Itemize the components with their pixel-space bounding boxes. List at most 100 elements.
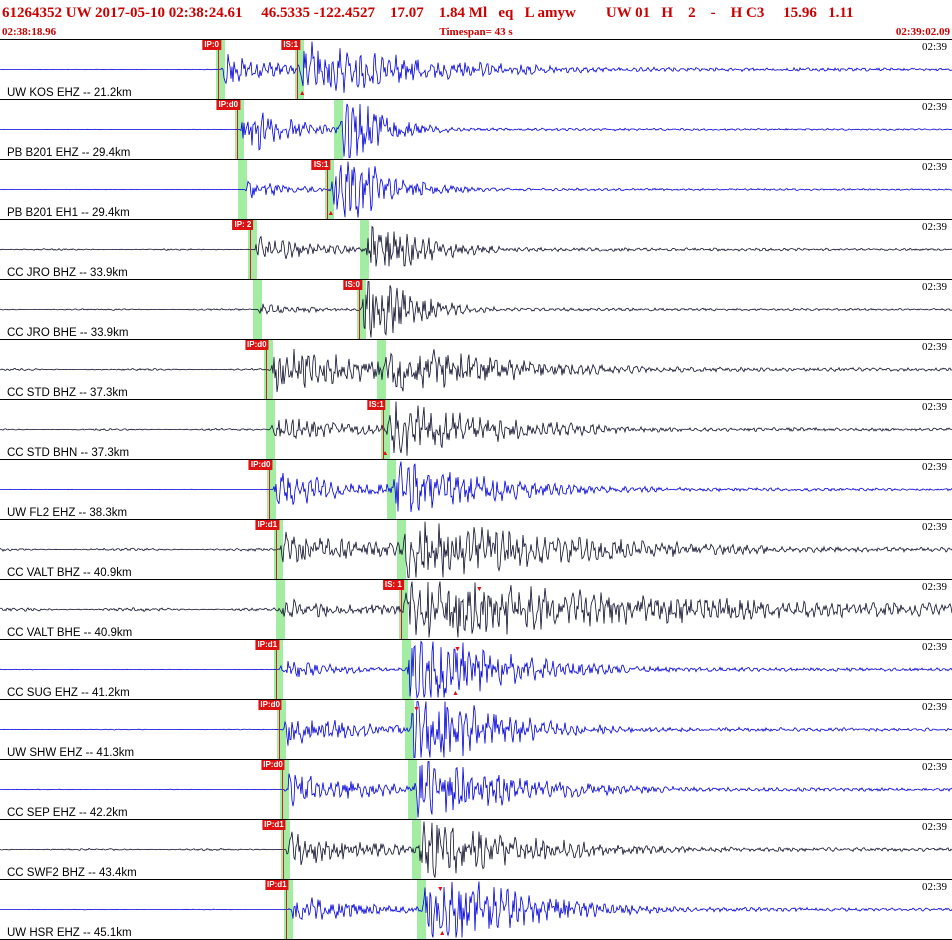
- trace-time-label: 02:39: [921, 881, 947, 893]
- trace-row[interactable]: CC VALT BHE -- 40.9km 02:39 IS: 1 ▼: [0, 580, 952, 640]
- waveform[interactable]: [0, 760, 952, 819]
- trace-time-label: 02:39: [921, 221, 947, 233]
- pick-flag[interactable]: IP: 2: [232, 220, 254, 230]
- amplitude-marker-icon: ▼: [413, 706, 420, 713]
- trace-time-label: 02:39: [921, 821, 947, 833]
- trace-time-label: 02:39: [921, 521, 947, 533]
- pick-line: [250, 220, 252, 279]
- waveform[interactable]: [0, 700, 952, 759]
- waveform[interactable]: [0, 520, 952, 579]
- pick-line: [276, 520, 278, 579]
- trace-time-label: 02:39: [921, 461, 947, 473]
- waveform[interactable]: [0, 820, 952, 879]
- pick-line: [282, 820, 284, 879]
- pick-band[interactable]: [416, 880, 426, 939]
- pick-line: [278, 700, 280, 759]
- waveform[interactable]: [0, 460, 952, 519]
- trace-row[interactable]: UW FL2 EHZ -- 38.3km 02:39 IP:d0: [0, 460, 952, 520]
- station-label: CC VALT BHE -- 40.9km: [7, 627, 133, 639]
- pick-band[interactable]: [412, 820, 422, 879]
- pick-line: [276, 640, 278, 699]
- amplitude-marker-icon: ▼: [475, 586, 483, 593]
- pick-line: [358, 280, 360, 339]
- station-label: UW KOS EHZ -- 21.2km: [7, 87, 132, 99]
- trace-time-label: 02:39: [921, 161, 947, 173]
- pick-flag[interactable]: IP:d1: [255, 640, 280, 650]
- pick-line: [327, 160, 329, 219]
- trace-row[interactable]: UW KOS EHZ -- 21.2km 02:39 IP:0 IS:1 ▲: [0, 40, 952, 100]
- waveform[interactable]: [0, 580, 952, 639]
- station-label: PB B201 EHZ -- 29.4km: [7, 147, 131, 159]
- pick-line: [285, 880, 287, 939]
- waveform[interactable]: [0, 220, 952, 279]
- waveform[interactable]: [0, 100, 952, 159]
- waveform[interactable]: [0, 280, 952, 339]
- trace-time-label: 02:39: [921, 101, 947, 113]
- waveform[interactable]: [0, 400, 952, 459]
- event-header: 61264352 UW 2017-05-10 02:38:24.61 46.53…: [2, 5, 854, 21]
- trace-row[interactable]: CC JRO BHE -- 33.9km 02:39 IS:0: [0, 280, 952, 340]
- pick-band[interactable]: [274, 520, 284, 579]
- pick-band[interactable]: [325, 160, 335, 219]
- trace-row[interactable]: CC SWF2 BHZ -- 43.4km 02:39 IP:d1: [0, 820, 952, 880]
- pick-flag[interactable]: IS:1: [281, 40, 301, 50]
- trace-row[interactable]: CC VALT BHZ -- 40.9km 02:39 IP:d1: [0, 520, 952, 580]
- pick-band[interactable]: [334, 100, 344, 159]
- trace-row[interactable]: CC STD BHN -- 37.3km 02:39 IS:1 ▲: [0, 400, 952, 460]
- trace-time-label: 02:39: [921, 641, 947, 653]
- trace-time-label: 02:39: [921, 581, 947, 593]
- station-label: CC STD BHN -- 37.3km: [7, 447, 130, 459]
- pick-flag[interactable]: IS:0: [343, 280, 362, 290]
- station-label: CC SEP EHZ -- 42.2km: [7, 807, 128, 819]
- pick-flag[interactable]: IP:d0: [245, 340, 269, 350]
- pick-band[interactable]: [356, 280, 366, 339]
- trace-time-label: 02:39: [921, 281, 947, 293]
- pick-flag[interactable]: IP:d0: [248, 460, 273, 470]
- timespan-label: Timespan= 43 s: [439, 26, 513, 38]
- waveform[interactable]: [0, 160, 952, 219]
- trace-list: UW KOS EHZ -- 21.2km 02:39 IP:0 IS:1 ▲ PB …: [0, 39, 952, 940]
- station-label: CC JRO BHE -- 33.9km: [7, 327, 129, 339]
- trace-row[interactable]: CC JRO BHZ -- 33.9km 02:39 IP: 2: [0, 220, 952, 280]
- pick-flag[interactable]: IS:1: [311, 160, 331, 170]
- waveform[interactable]: [0, 880, 952, 939]
- pick-flag[interactable]: IP:0: [202, 40, 221, 50]
- trace-row[interactable]: CC STD BHZ -- 37.3km 02:39 IP:d0: [0, 340, 952, 400]
- trace-row[interactable]: PB B201 EH1 -- 29.4km 02:39 IS:1 ▲: [0, 160, 952, 220]
- amplitude-marker-icon: ▲: [298, 90, 306, 97]
- station-label: UW FL2 EHZ -- 38.3km: [7, 507, 128, 519]
- pick-flag[interactable]: IP:d0: [258, 700, 282, 710]
- pick-band[interactable]: [376, 340, 386, 399]
- waveform[interactable]: [0, 640, 952, 699]
- pick-band[interactable]: [401, 640, 411, 699]
- waveform[interactable]: [0, 340, 952, 399]
- pick-flag[interactable]: IP:d1: [262, 820, 286, 830]
- amplitude-marker-icon: ▲: [438, 930, 446, 937]
- time-axis-bar: 02:38:18.96 Timespan= 43 s 02:39:02.09: [0, 26, 952, 39]
- waveform[interactable]: [0, 40, 952, 99]
- pick-line: [382, 400, 384, 459]
- pick-flag[interactable]: IS: 1: [382, 580, 404, 590]
- pick-flag[interactable]: IP:d1: [255, 520, 280, 530]
- pick-band[interactable]: [408, 760, 418, 819]
- trace-time-label: 02:39: [921, 341, 947, 353]
- trace-row[interactable]: UW HSR EHZ -- 45.1km 02:39 IP:d1 ▼ ▲: [0, 880, 952, 940]
- pick-band[interactable]: [380, 400, 390, 459]
- pick-line: [269, 460, 271, 519]
- pick-line: [237, 100, 239, 159]
- pick-flag[interactable]: IP:d0: [261, 760, 285, 770]
- trace-row[interactable]: PB B201 EHZ -- 29.4km 02:39 IP:d0: [0, 100, 952, 160]
- trace-time-label: 02:39: [921, 401, 947, 413]
- pick-flag[interactable]: IP:d1: [265, 880, 289, 890]
- pick-line: [400, 580, 402, 639]
- trace-row[interactable]: CC SUG EHZ -- 41.2km 02:39 IP:d1 ▼ ▲: [0, 640, 952, 700]
- pick-flag[interactable]: IS:1: [367, 400, 386, 410]
- window-end-time: 02:39:02.09: [895, 26, 950, 38]
- trace-time-label: 02:39: [921, 41, 947, 53]
- pick-flag[interactable]: IP:d0: [216, 100, 241, 110]
- amplitude-marker-icon: ▼: [436, 886, 444, 893]
- pick-band[interactable]: [275, 580, 285, 639]
- trace-time-label: 02:39: [921, 761, 947, 773]
- trace-row[interactable]: UW SHW EHZ -- 41.3km 02:39 IP:d0 ▼: [0, 700, 952, 760]
- trace-row[interactable]: CC SEP EHZ -- 42.2km 02:39 IP:d0: [0, 760, 952, 820]
